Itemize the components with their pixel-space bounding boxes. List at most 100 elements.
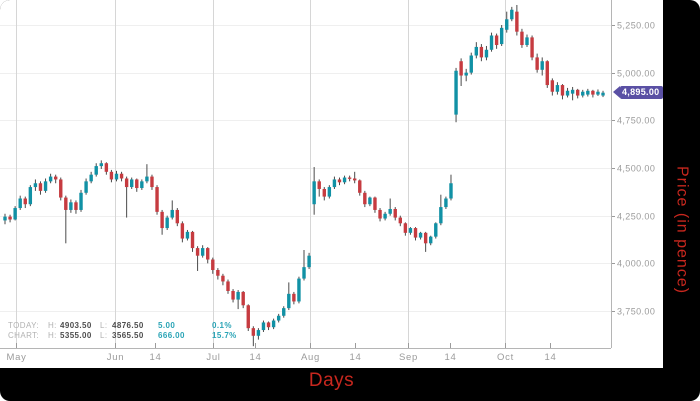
candle-body (352, 178, 357, 181)
candle-body (429, 236, 433, 244)
candle-body (317, 181, 321, 189)
candle-body (271, 320, 276, 328)
y-tick-label: 5,250.00 (617, 21, 655, 31)
candle-body (53, 176, 58, 180)
candle-body (79, 192, 83, 210)
candle-body (74, 202, 78, 210)
candle-body (418, 232, 423, 238)
candle-body (297, 278, 301, 302)
candle-body (383, 213, 387, 219)
x-tick-label: 14 (150, 352, 162, 363)
candle-body (520, 31, 524, 46)
chart-label: CHART: (8, 331, 40, 340)
candle-body (3, 216, 7, 221)
candle-body (160, 211, 164, 229)
candle-body (94, 166, 98, 175)
candle-body (185, 231, 190, 239)
candle-body (170, 209, 174, 218)
candle-body (434, 223, 438, 237)
candle-body (586, 90, 590, 95)
candle-body (307, 255, 311, 268)
today-low-prefix: L: (100, 321, 108, 330)
price-stats-legend: TODAY: H: 4903.50 L: 4876.50 5.00 0.1% C… (8, 321, 246, 341)
candle-body (413, 228, 418, 238)
candle-body (64, 197, 68, 210)
candle-body (489, 35, 494, 50)
candle-body (464, 72, 468, 76)
candle-body (69, 202, 73, 210)
candle-body (119, 173, 124, 179)
candle-body (499, 27, 504, 45)
candle-body (28, 187, 33, 205)
candle-body (570, 89, 575, 94)
candle-body (48, 176, 53, 182)
candle-body (373, 197, 377, 210)
candle-body (99, 163, 103, 167)
x-tick-label: 14 (350, 352, 362, 363)
candle-body (109, 171, 114, 180)
candle-body (231, 290, 235, 300)
candle-body (241, 291, 245, 306)
candle-body (510, 9, 514, 20)
chart-stats-row: CHART: H: 5355.00 L: 3565.50 666.00 15.7… (8, 331, 246, 341)
axis-tick-labels: 5,250.00 5,000.00 4,750.00 4,500.00 4,250.00… (6, 21, 655, 364)
candle-body (423, 232, 428, 244)
candle-body (322, 188, 326, 197)
candle-body (302, 267, 306, 279)
x-tick-label: May (6, 352, 26, 363)
chart-change-value: 666.00 (158, 331, 185, 340)
x-tick-label: Oct (497, 352, 514, 363)
candlestick-plot[interactable]: 5,250.00 5,000.00 4,750.00 4,500.00 4,250.00… (0, 0, 663, 368)
chart-panel: 5,250.00 5,000.00 4,750.00 4,500.00 4,250.00… (0, 0, 664, 368)
candle-body (59, 179, 63, 198)
today-high-value: 4903.50 (60, 321, 92, 330)
candle-body (358, 180, 362, 193)
today-high-prefix: H: (48, 321, 57, 330)
candle-body (591, 90, 595, 95)
candle-body (43, 181, 48, 191)
y-tick-label: 5,000.00 (617, 69, 655, 79)
candle-body (104, 163, 109, 172)
x-tick-label: 14 (250, 352, 262, 363)
candle-body (226, 281, 230, 291)
candle-body (246, 305, 250, 329)
gridlines (0, 0, 611, 348)
today-low-value: 4876.50 (112, 321, 144, 330)
candle-body (560, 85, 565, 96)
candle-body (150, 176, 154, 188)
x-axis-title: Days (308, 370, 355, 391)
candle-body (398, 217, 403, 224)
candle-body (403, 223, 408, 233)
candle-body (145, 176, 149, 182)
candle-body (135, 179, 139, 189)
candle-body (550, 80, 555, 92)
candle-body (347, 177, 352, 179)
candle-body (408, 228, 413, 233)
candle-body (175, 209, 180, 224)
candle-body (13, 208, 17, 220)
candle-body (575, 89, 580, 96)
x-tick-label: 14 (445, 352, 457, 363)
today-label: TODAY: (8, 321, 40, 330)
candle-body (89, 174, 93, 182)
candle-body (581, 91, 585, 96)
candle-body (474, 46, 479, 56)
candle-body (180, 223, 185, 239)
chart-low-prefix: L: (100, 331, 108, 340)
y-tick-label: 4,500.00 (617, 164, 655, 174)
y-axis-title: Price (in pence) (673, 165, 691, 295)
candle-body (155, 187, 159, 212)
candle-body (282, 308, 286, 316)
candle-body (190, 231, 195, 249)
y-tick-label: 4,250.00 (617, 212, 655, 222)
candle-body (449, 183, 453, 199)
candle-body (535, 57, 539, 70)
candle-body (84, 181, 88, 193)
candle-body (555, 85, 560, 92)
candle-body (525, 37, 529, 46)
candle-body (18, 198, 22, 209)
candle-body (515, 11, 519, 32)
candle-body (327, 187, 332, 197)
candle-body (388, 208, 392, 214)
candle-body (530, 37, 534, 58)
